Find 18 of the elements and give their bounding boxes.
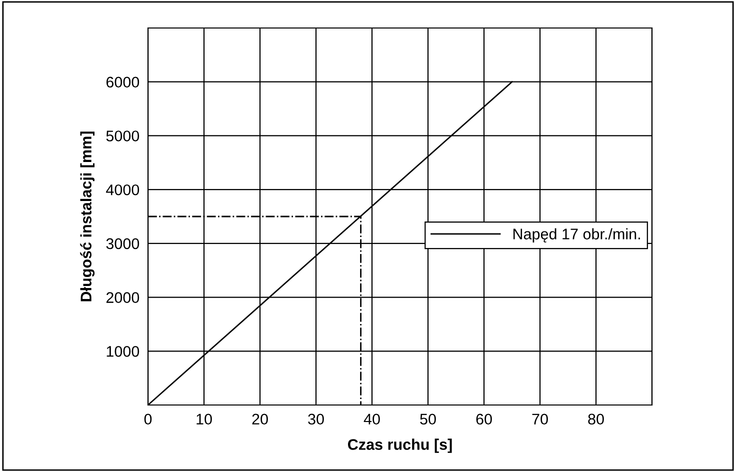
x-tick-label: 40	[364, 414, 380, 425]
x-tick-label: 60	[476, 414, 492, 425]
x-tick-label: 50	[420, 414, 436, 425]
y-tick-label: 5000	[106, 130, 140, 142]
y-tick-label: 3000	[106, 238, 140, 250]
x-tick-label: 30	[308, 414, 324, 425]
y-tick-label: 6000	[106, 76, 140, 88]
legend-label: Napęd 17 obr./min.	[513, 228, 640, 242]
y-axis-title: Długość instalacji [mm]	[80, 132, 95, 302]
x-tick-label: 80	[588, 414, 604, 425]
x-tick-label: 70	[532, 414, 548, 425]
y-tick-label: 4000	[106, 184, 140, 196]
x-axis-title: Czas ruchu [s]	[348, 438, 452, 453]
x-tick-label: 0	[144, 414, 152, 425]
x-tick-label: 20	[252, 414, 268, 425]
y-tick-label: 1000	[106, 346, 140, 357]
x-tick-label: 10	[196, 414, 212, 425]
y-tick-label: 2000	[106, 292, 140, 303]
